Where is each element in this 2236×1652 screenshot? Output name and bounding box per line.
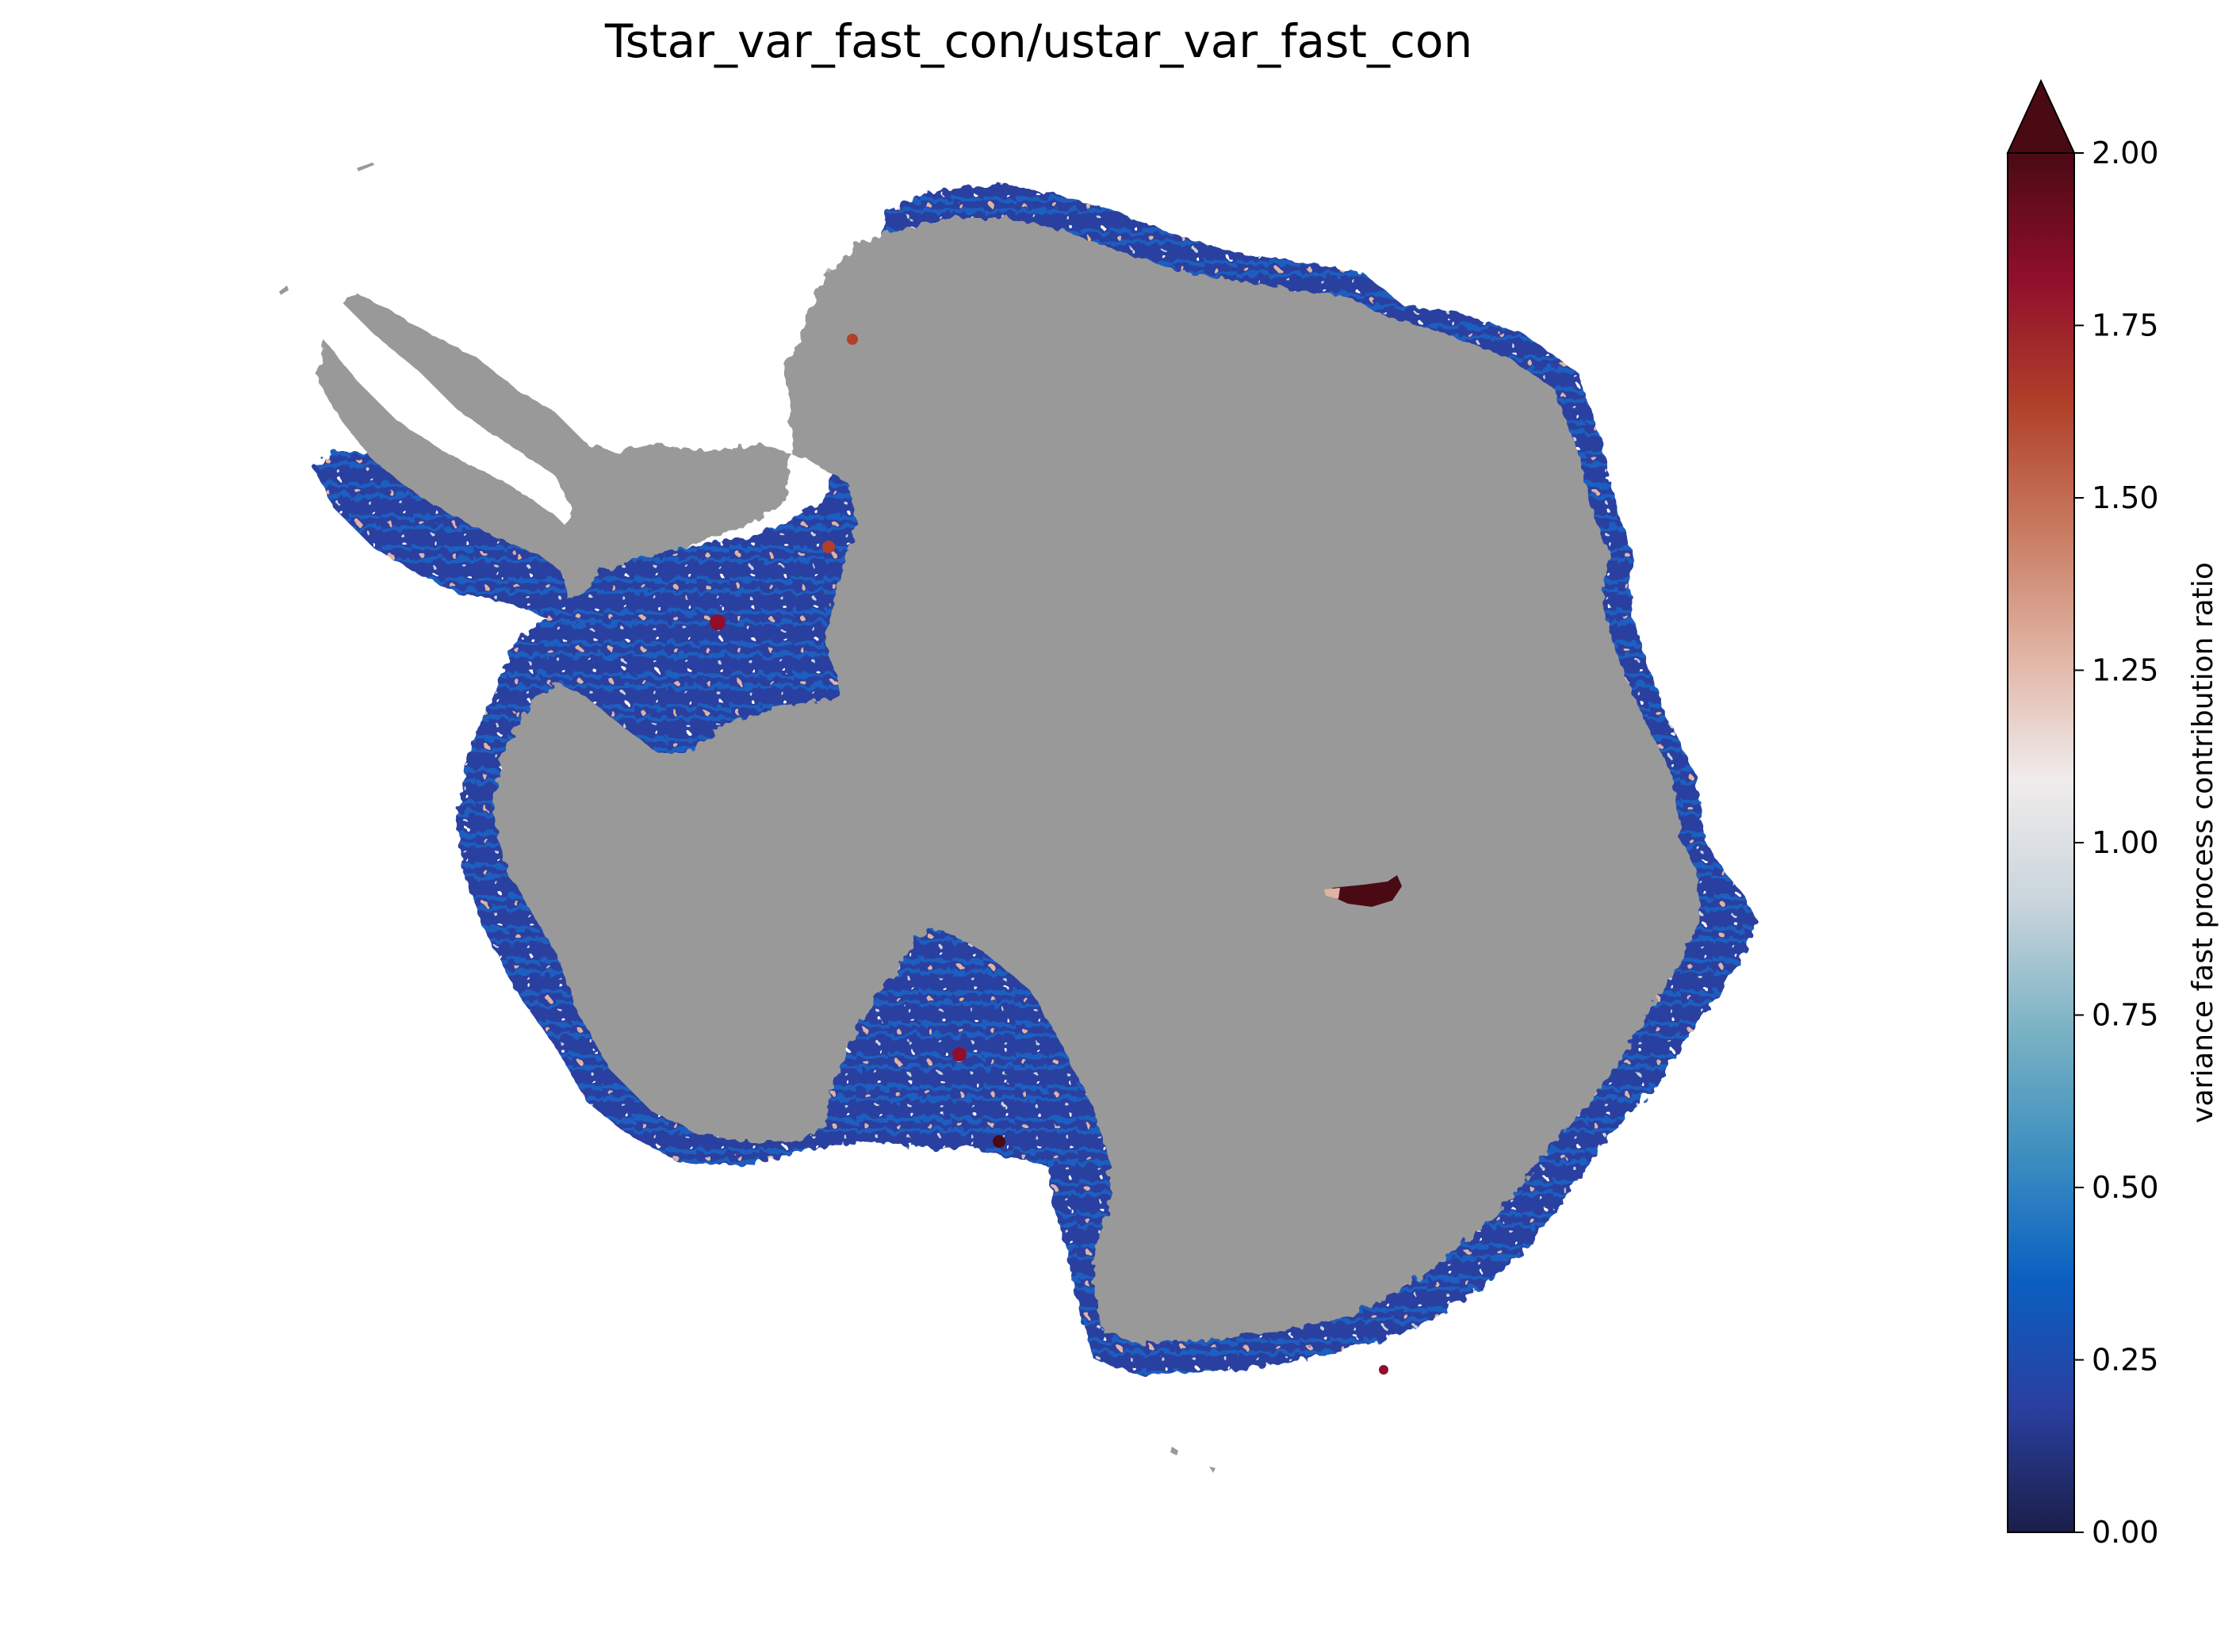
island <box>357 163 374 171</box>
antarctic-peninsula <box>317 341 587 579</box>
colorbar-tick-label: 0.50 <box>2092 1170 2159 1205</box>
colorbar-tick-label: 1.25 <box>2092 653 2159 688</box>
high-ratio-patch <box>1332 875 1402 907</box>
island <box>1209 1467 1216 1473</box>
colorbar-ticks: 0.00 0.25 0.50 0.75 1.00 1.25 1.50 1.75 2.00 <box>2074 136 2159 1550</box>
red-spots <box>710 334 1388 1375</box>
colorbar-tick-label: 0.00 <box>2092 1515 2159 1550</box>
colorbar-tick-label: 1.00 <box>2092 825 2159 860</box>
red-spot <box>952 1047 967 1061</box>
islands <box>279 163 1216 1473</box>
colorbar-tick-label: 0.25 <box>2092 1343 2159 1378</box>
red-spot <box>710 614 726 630</box>
colorbar-tick-label: 0.75 <box>2092 998 2159 1033</box>
weddell-shelf <box>587 523 856 753</box>
colorbar-label: variance fast process contribution ratio <box>2187 562 2219 1123</box>
red-spot <box>1379 1365 1388 1375</box>
island <box>1170 1447 1178 1455</box>
continent-interior <box>341 218 1701 1344</box>
grounded-ice <box>317 218 1701 1344</box>
colorbar-tick-label: 1.75 <box>2092 308 2159 343</box>
high-ratio-patch-edge <box>1324 888 1340 899</box>
island <box>279 285 289 295</box>
red-spot <box>847 334 858 345</box>
figure-title: Tstar_var_fast_con/ustar_var_fast_con <box>604 14 1473 68</box>
colorbar-extend-arrow <box>2006 78 2076 154</box>
red-spot <box>822 541 835 553</box>
colorbar-tick-label: 1.50 <box>2092 480 2159 515</box>
colorbar-gradient <box>2007 152 2075 1533</box>
ross-shelf <box>848 935 1110 1165</box>
red-spot <box>993 1135 1005 1148</box>
colorbar-tick-label: 2.00 <box>2092 136 2159 170</box>
